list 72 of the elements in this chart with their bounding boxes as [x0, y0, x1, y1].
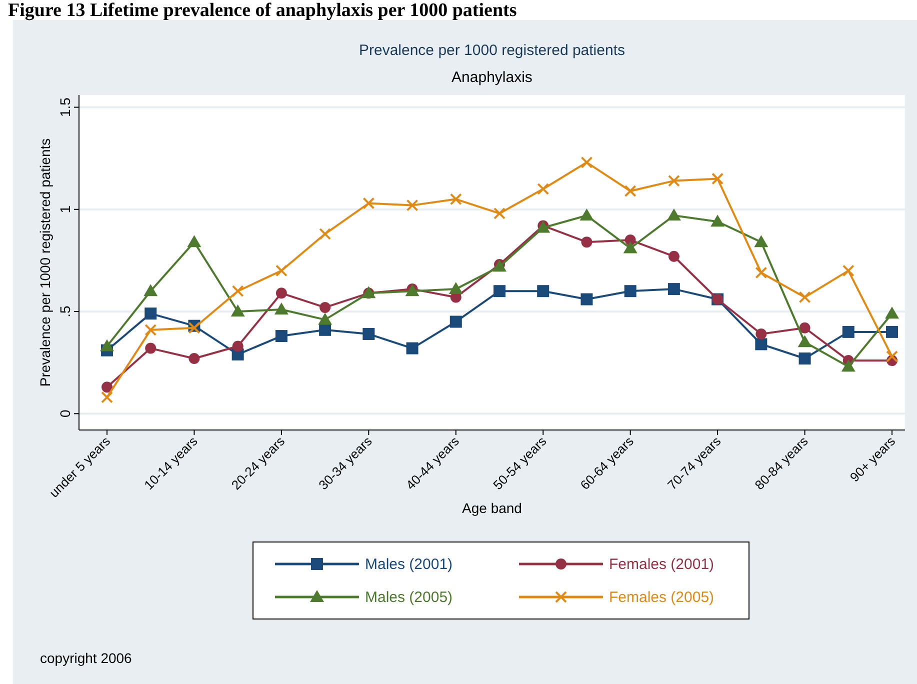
point	[494, 207, 506, 220]
point	[144, 284, 158, 296]
point	[755, 266, 768, 279]
y-tick-label: 1.5	[57, 97, 73, 117]
point	[448, 282, 463, 294]
point	[450, 193, 462, 206]
point	[666, 208, 681, 221]
text: Females (2005)	[609, 589, 714, 606]
point	[102, 382, 112, 393]
point	[885, 306, 899, 319]
point	[580, 208, 594, 221]
point	[842, 264, 854, 277]
point	[624, 185, 636, 198]
y-tick-label: .5	[57, 305, 73, 318]
chart-subtitle: Anaphylaxis	[452, 69, 532, 86]
point	[580, 293, 593, 306]
point	[668, 250, 680, 262]
point	[668, 283, 680, 296]
point	[187, 235, 202, 248]
y-axis-title: Prevalence per 1000 registered patients	[37, 138, 53, 387]
text: Males (2005)	[365, 589, 453, 606]
point	[581, 236, 592, 248]
text: Females (2001)	[609, 556, 714, 573]
point	[798, 291, 811, 304]
point	[232, 340, 244, 352]
caption: Figure 13 Lifetime prevalence of anaphylaxis per 1000 patients	[8, 0, 517, 21]
point	[274, 302, 288, 314]
y-tick-label: 0	[57, 410, 73, 418]
point	[537, 285, 550, 298]
point	[188, 353, 200, 364]
point	[362, 197, 375, 210]
point	[494, 285, 506, 298]
point	[144, 324, 157, 336]
point	[362, 328, 375, 340]
point	[275, 330, 288, 342]
y-tick-label: 1	[57, 205, 73, 214]
point	[798, 335, 812, 348]
point	[276, 288, 287, 299]
point	[450, 316, 462, 328]
point	[406, 199, 418, 212]
point	[886, 326, 898, 338]
point	[144, 308, 157, 320]
point	[756, 328, 767, 340]
point	[624, 285, 636, 298]
point	[842, 326, 854, 338]
text: Males (2001)	[365, 556, 453, 573]
point	[100, 339, 114, 352]
point	[537, 182, 550, 195]
point	[799, 322, 810, 334]
point	[406, 342, 418, 354]
point	[145, 342, 156, 354]
x-axis-title: Age band	[462, 500, 522, 516]
point	[712, 172, 724, 185]
point	[668, 174, 680, 187]
point	[232, 285, 244, 298]
point	[841, 360, 856, 372]
point	[755, 338, 768, 350]
point	[710, 214, 725, 227]
point	[319, 228, 332, 240]
point	[319, 324, 332, 336]
point	[101, 391, 113, 404]
point	[318, 312, 332, 325]
point	[580, 156, 593, 168]
point	[886, 350, 898, 362]
point	[623, 241, 638, 254]
chart-title: Prevalence per 1000 registered patients	[358, 42, 626, 59]
point	[754, 235, 768, 248]
text: copyright 2006	[40, 650, 132, 666]
point	[798, 352, 811, 365]
point	[275, 264, 288, 277]
point	[320, 302, 331, 313]
point	[230, 304, 245, 317]
